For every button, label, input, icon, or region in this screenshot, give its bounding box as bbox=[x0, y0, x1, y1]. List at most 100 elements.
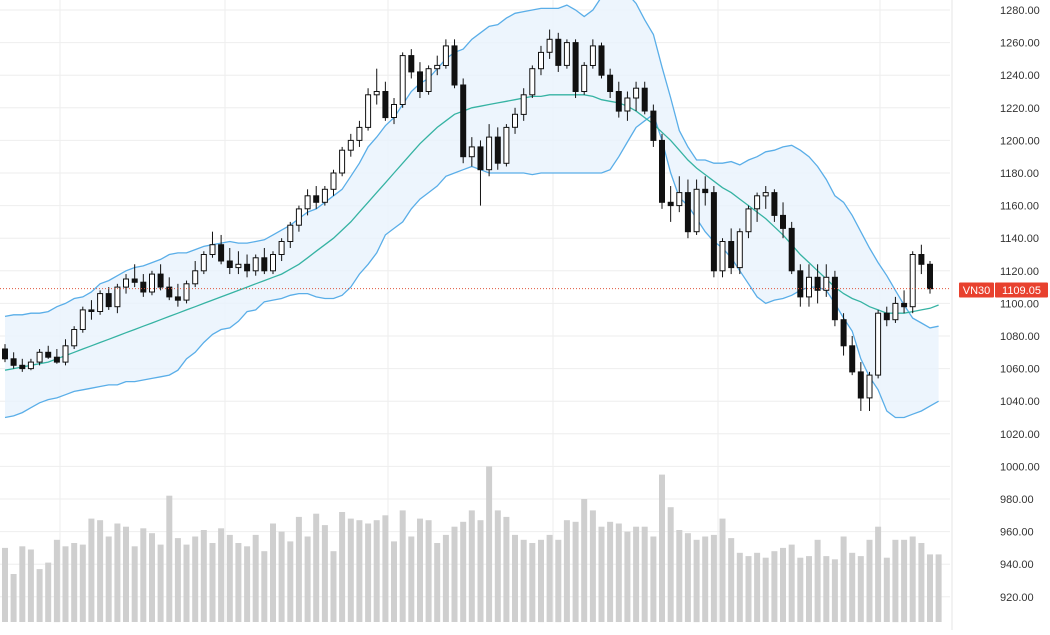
candlestick[interactable] bbox=[693, 179, 700, 235]
candlestick[interactable] bbox=[650, 104, 657, 147]
candlestick[interactable] bbox=[244, 254, 251, 278]
candlestick[interactable] bbox=[857, 362, 864, 411]
candlestick[interactable] bbox=[555, 32, 562, 72]
candlestick[interactable] bbox=[36, 349, 43, 366]
candlestick[interactable] bbox=[831, 270, 838, 327]
candlestick[interactable] bbox=[866, 371, 873, 411]
candlestick[interactable] bbox=[702, 176, 709, 206]
candlestick[interactable] bbox=[728, 228, 735, 275]
candlestick[interactable] bbox=[321, 186, 328, 206]
candlestick[interactable] bbox=[2, 344, 8, 363]
candlestick[interactable] bbox=[88, 300, 95, 320]
candlestick[interactable] bbox=[183, 280, 190, 304]
candlestick[interactable] bbox=[313, 186, 320, 209]
candlestick[interactable] bbox=[659, 133, 665, 209]
candlestick[interactable] bbox=[633, 81, 640, 112]
y-axis[interactable]: 1280.00 1260.00 1240.00 1220.00 1200.00 1180.… bbox=[1000, 5, 1040, 604]
candlestick[interactable] bbox=[762, 186, 769, 209]
candlestick[interactable] bbox=[520, 88, 527, 121]
candlestick[interactable] bbox=[330, 169, 337, 196]
candlestick[interactable] bbox=[788, 221, 795, 275]
candlestick[interactable] bbox=[780, 202, 786, 239]
candlestick[interactable] bbox=[270, 251, 276, 275]
candlestick[interactable] bbox=[417, 62, 423, 99]
candlestick[interactable] bbox=[615, 81, 622, 118]
candlestick[interactable] bbox=[546, 29, 553, 59]
candlestick[interactable] bbox=[373, 68, 380, 105]
candlestick[interactable] bbox=[218, 234, 225, 265]
candlestick[interactable] bbox=[425, 65, 432, 95]
candlestick[interactable] bbox=[166, 277, 173, 301]
candlestick[interactable] bbox=[892, 296, 899, 323]
candlestick[interactable] bbox=[347, 133, 354, 157]
candlestick[interactable] bbox=[883, 306, 890, 327]
candlestick[interactable] bbox=[382, 81, 389, 121]
candlestick[interactable] bbox=[252, 254, 259, 276]
candlestick[interactable] bbox=[563, 39, 570, 69]
candlestick[interactable] bbox=[503, 124, 510, 167]
candlestick[interactable] bbox=[71, 326, 78, 350]
candlestick[interactable] bbox=[581, 62, 588, 95]
candlestick[interactable] bbox=[62, 339, 69, 366]
candlestick[interactable] bbox=[754, 192, 761, 222]
candlestick[interactable] bbox=[434, 55, 441, 76]
candlestick[interactable] bbox=[174, 283, 181, 307]
candlestick[interactable] bbox=[356, 120, 363, 147]
candlestick[interactable] bbox=[209, 231, 216, 258]
candlestick[interactable] bbox=[806, 264, 812, 307]
candlestick[interactable] bbox=[235, 251, 242, 275]
candlestick[interactable] bbox=[105, 287, 112, 310]
candlestick[interactable] bbox=[45, 345, 52, 359]
candlestick[interactable] bbox=[624, 91, 631, 121]
candlestick[interactable] bbox=[123, 274, 129, 294]
candlestick[interactable] bbox=[408, 49, 415, 79]
candlestick[interactable] bbox=[494, 127, 501, 170]
candlestick[interactable] bbox=[676, 176, 683, 213]
candlestick[interactable] bbox=[641, 81, 648, 115]
candlestick[interactable] bbox=[53, 349, 60, 364]
candlestick[interactable] bbox=[451, 39, 458, 89]
candlestick[interactable] bbox=[771, 189, 778, 222]
candlestick[interactable] bbox=[823, 264, 830, 297]
candlestick[interactable] bbox=[607, 68, 614, 99]
candlestick[interactable] bbox=[157, 264, 164, 291]
candlestick[interactable] bbox=[719, 238, 726, 278]
candlestick[interactable] bbox=[486, 124, 493, 177]
candlestick[interactable] bbox=[909, 251, 916, 314]
candlestick[interactable] bbox=[10, 352, 17, 369]
candlestick[interactable] bbox=[736, 228, 743, 275]
candlestick[interactable] bbox=[97, 290, 104, 315]
candlestick[interactable] bbox=[79, 306, 86, 333]
candlestick[interactable] bbox=[200, 251, 207, 275]
candlestick[interactable] bbox=[365, 88, 372, 131]
candlestick[interactable] bbox=[589, 39, 596, 69]
candlestick[interactable] bbox=[261, 247, 268, 275]
candlestick[interactable] bbox=[684, 179, 691, 239]
candlestick[interactable] bbox=[27, 358, 34, 371]
candlestick[interactable] bbox=[19, 358, 26, 372]
candlestick[interactable] bbox=[391, 98, 397, 125]
candlestick[interactable] bbox=[339, 146, 346, 177]
candlestick[interactable] bbox=[797, 264, 804, 307]
candlestick[interactable] bbox=[442, 39, 449, 69]
candlestick[interactable] bbox=[745, 205, 752, 239]
candlestick[interactable] bbox=[140, 274, 147, 297]
candlestick[interactable] bbox=[399, 52, 406, 108]
candlestick[interactable] bbox=[512, 107, 518, 134]
candlestick[interactable] bbox=[149, 270, 155, 296]
candlestick[interactable] bbox=[295, 205, 302, 232]
candlestick[interactable] bbox=[192, 261, 199, 288]
candlestick[interactable] bbox=[918, 244, 925, 275]
candlestick[interactable] bbox=[226, 247, 233, 275]
candlestick[interactable] bbox=[840, 313, 847, 356]
candlestick[interactable] bbox=[710, 186, 717, 278]
candlestick[interactable] bbox=[304, 189, 311, 216]
candlestick[interactable] bbox=[529, 65, 536, 99]
candlestick[interactable] bbox=[468, 137, 475, 167]
candlestick[interactable] bbox=[460, 78, 467, 164]
candlestick[interactable] bbox=[901, 290, 908, 314]
candlestick[interactable] bbox=[477, 140, 484, 206]
candlestick[interactable] bbox=[131, 264, 138, 288]
